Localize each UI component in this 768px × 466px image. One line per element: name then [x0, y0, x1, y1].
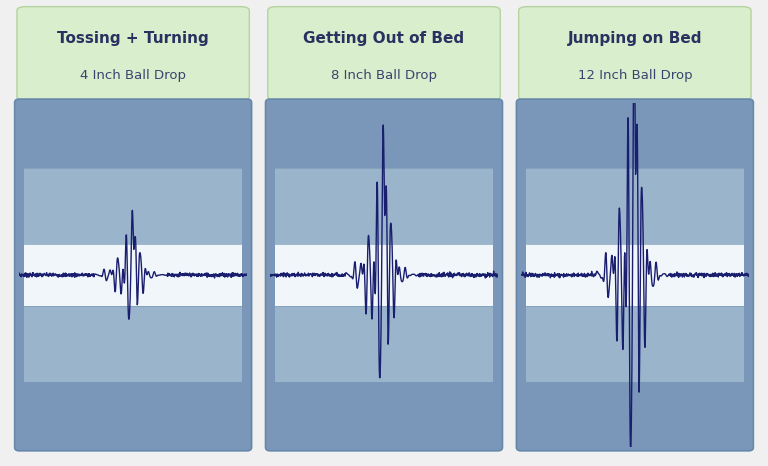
Bar [525, 103, 744, 168]
Bar [525, 168, 744, 244]
Bar [275, 306, 493, 382]
Text: Jumping on Bed: Jumping on Bed [568, 31, 702, 47]
FancyBboxPatch shape [518, 7, 751, 101]
Bar [525, 244, 744, 306]
FancyBboxPatch shape [17, 7, 250, 101]
FancyBboxPatch shape [15, 99, 252, 451]
Text: Tossing + Turning: Tossing + Turning [58, 31, 209, 47]
Bar [275, 244, 493, 306]
Text: 4 Inch Ball Drop: 4 Inch Ball Drop [80, 69, 186, 82]
Text: 8 Inch Ball Drop: 8 Inch Ball Drop [331, 69, 437, 82]
FancyBboxPatch shape [268, 7, 500, 101]
Bar [275, 103, 493, 168]
Bar [24, 168, 243, 244]
Text: Getting Out of Bed: Getting Out of Bed [303, 31, 465, 47]
Bar [24, 382, 243, 447]
Bar [24, 306, 243, 382]
Bar [275, 382, 493, 447]
FancyBboxPatch shape [516, 99, 753, 451]
Bar [525, 382, 744, 447]
Bar [525, 306, 744, 382]
Text: 12 Inch Ball Drop: 12 Inch Ball Drop [578, 69, 692, 82]
FancyBboxPatch shape [266, 99, 502, 451]
Bar [24, 244, 243, 306]
Bar [24, 103, 243, 168]
Bar [275, 168, 493, 244]
